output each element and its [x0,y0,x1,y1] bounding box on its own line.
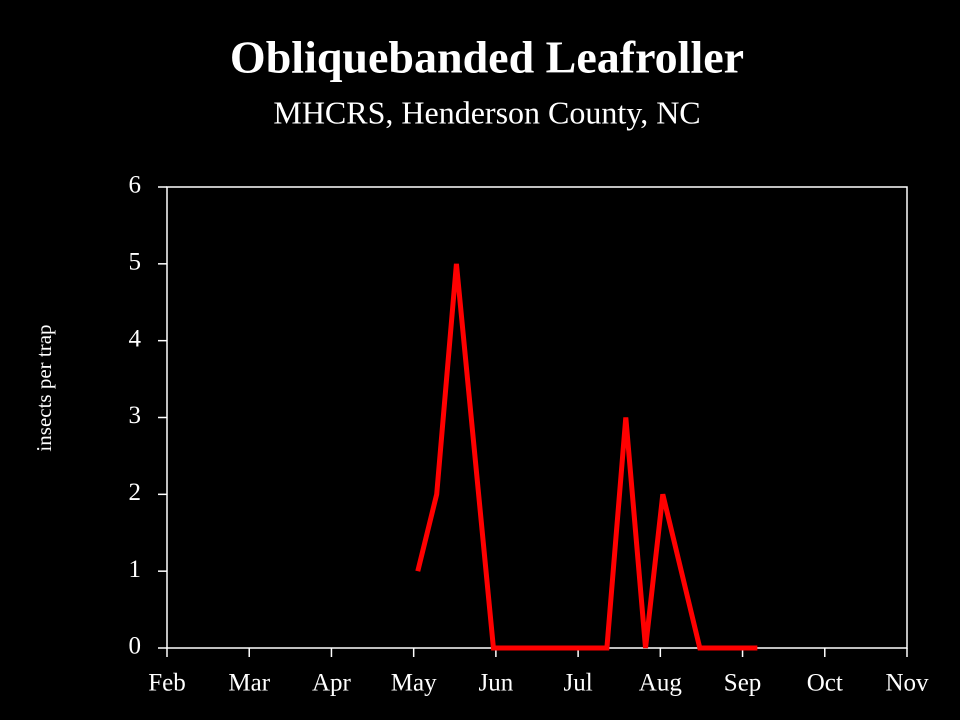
y-tick-label: 2 [129,479,142,506]
x-tick-label: Oct [807,670,843,697]
y-tick-label: 0 [129,633,142,660]
chart-subtitle: MHCRS, Henderson County, NC [273,94,700,130]
x-tick-label: Sep [724,670,762,697]
x-tick-label: Mar [228,670,270,697]
x-tick-label: Feb [148,670,186,697]
data-line [415,263,758,651]
y-tick-label: 3 [129,402,142,429]
y-tick-label: 5 [129,249,142,276]
x-tick-label: Nov [885,670,929,697]
y-axis-label: insects per trap [32,324,56,451]
x-tick-label: Jul [564,670,593,697]
y-tick-label: 4 [129,325,142,352]
y-tick-label: 1 [129,556,142,583]
x-tick-label: Apr [312,670,352,697]
x-tick-label: Jun [479,670,514,697]
y-tick-label: 6 [129,172,142,199]
plot-frame [166,186,908,649]
x-tick-label: May [391,670,437,697]
chart-title: Obliquebanded Leafroller [230,32,744,83]
x-tick-label: Aug [639,670,683,697]
